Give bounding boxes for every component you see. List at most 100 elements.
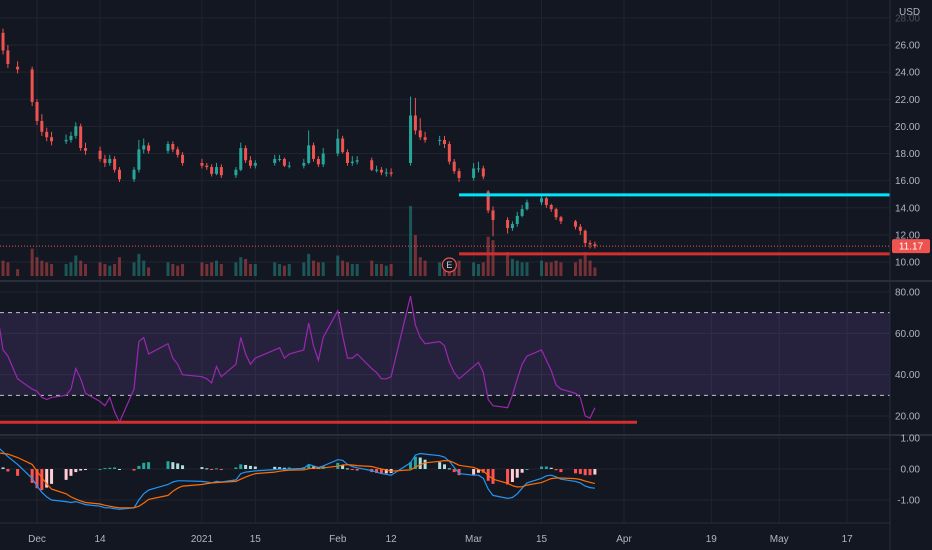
- candle[interactable]: [506, 217, 510, 234]
- candle[interactable]: [50, 131, 54, 146]
- candle[interactable]: [210, 164, 214, 177]
- candle[interactable]: [554, 207, 558, 220]
- price-pane[interactable]: E: [0, 26, 890, 276]
- candle[interactable]: [443, 135, 447, 149]
- candle[interactable]: [447, 141, 451, 165]
- candle[interactable]: [559, 215, 563, 225]
- candle[interactable]: [409, 96, 413, 166]
- candle[interactable]: [248, 156, 252, 169]
- candle[interactable]: [540, 195, 544, 206]
- candle[interactable]: [452, 158, 456, 174]
- candle[interactable]: [316, 156, 320, 168]
- candle[interactable]: [481, 165, 485, 180]
- candle[interactable]: [35, 99, 39, 126]
- candle[interactable]: [234, 167, 238, 178]
- candle[interactable]: [214, 162, 218, 176]
- macd-line[interactable]: [0, 447, 595, 510]
- earnings-marker[interactable]: E: [441, 257, 457, 273]
- candle[interactable]: [137, 139, 141, 173]
- candle[interactable]: [176, 146, 180, 158]
- candle[interactable]: [588, 240, 592, 249]
- candle[interactable]: [166, 141, 170, 154]
- candle[interactable]: [578, 224, 582, 235]
- candle[interactable]: [113, 156, 117, 173]
- candle[interactable]: [379, 167, 383, 176]
- candle[interactable]: [273, 154, 277, 166]
- volume-bar: [142, 260, 146, 276]
- candle[interactable]: [312, 142, 316, 162]
- price-axis[interactable]: 10.00 12.00 14.00 16.00 18.00 20.00 22.00 24.00…: [892, 13, 930, 507]
- candle-body: [253, 162, 257, 166]
- candle[interactable]: [132, 167, 136, 182]
- candle[interactable]: [549, 203, 553, 212]
- candle[interactable]: [302, 158, 306, 169]
- candle[interactable]: [389, 168, 393, 177]
- candle[interactable]: [375, 165, 379, 173]
- candle[interactable]: [491, 206, 495, 237]
- volume-bar: [510, 258, 514, 276]
- candle[interactable]: [438, 135, 442, 146]
- candle[interactable]: [418, 118, 422, 140]
- candle[interactable]: [341, 135, 345, 154]
- macd-histogram-bar: [79, 469, 83, 471]
- candle[interactable]: [45, 127, 49, 142]
- candle[interactable]: [350, 156, 354, 166]
- macd-pane[interactable]: [0, 447, 597, 510]
- candle[interactable]: [6, 45, 10, 69]
- candle[interactable]: [181, 152, 185, 166]
- candle[interactable]: [413, 97, 417, 135]
- candle[interactable]: [423, 131, 427, 143]
- candle[interactable]: [205, 162, 209, 170]
- candle[interactable]: [321, 148, 325, 168]
- candle[interactable]: [345, 149, 349, 166]
- candle-body: [409, 115, 413, 163]
- candle[interactable]: [476, 161, 480, 173]
- candle[interactable]: [30, 66, 34, 107]
- candle[interactable]: [1, 28, 5, 55]
- rsi-line[interactable]: [0, 295, 596, 424]
- candle[interactable]: [282, 157, 286, 168]
- candle[interactable]: [370, 157, 374, 172]
- candle[interactable]: [355, 156, 359, 165]
- candle[interactable]: [200, 158, 204, 169]
- candle[interactable]: [457, 168, 461, 182]
- candle[interactable]: [520, 205, 524, 218]
- candle[interactable]: [472, 162, 476, 181]
- rsi-pane[interactable]: [0, 295, 890, 424]
- candle[interactable]: [515, 211, 519, 227]
- candle[interactable]: [69, 131, 73, 143]
- candle[interactable]: [573, 219, 577, 230]
- candle[interactable]: [307, 130, 311, 165]
- time-axis[interactable]: Dec 14 2021 15 Feb 12 Mar 15 Apr 19 May 17: [28, 534, 853, 545]
- candle[interactable]: [74, 122, 78, 139]
- candle[interactable]: [103, 154, 107, 168]
- candle[interactable]: [583, 229, 587, 248]
- candle[interactable]: [16, 61, 20, 74]
- candle[interactable]: [244, 145, 248, 163]
- candle-body: [103, 158, 107, 163]
- candle[interactable]: [239, 142, 243, 172]
- candle[interactable]: [84, 142, 88, 155]
- candle[interactable]: [79, 123, 83, 151]
- candle[interactable]: [171, 141, 175, 153]
- candle-body: [554, 209, 558, 218]
- candle[interactable]: [593, 241, 597, 249]
- candle[interactable]: [525, 199, 529, 211]
- candle[interactable]: [108, 154, 112, 166]
- candle[interactable]: [40, 114, 44, 136]
- signal-line[interactable]: [0, 452, 596, 509]
- candle[interactable]: [64, 134, 68, 145]
- candle[interactable]: [98, 146, 102, 162]
- candle[interactable]: [117, 167, 121, 182]
- candle[interactable]: [336, 129, 340, 157]
- candle[interactable]: [219, 164, 223, 178]
- candle[interactable]: [544, 196, 548, 208]
- candle[interactable]: [287, 161, 291, 169]
- candle[interactable]: [147, 142, 151, 154]
- candle[interactable]: [142, 138, 146, 154]
- candle[interactable]: [278, 154, 282, 162]
- candle[interactable]: [384, 168, 388, 177]
- candle[interactable]: [510, 221, 514, 231]
- candle[interactable]: [253, 160, 257, 169]
